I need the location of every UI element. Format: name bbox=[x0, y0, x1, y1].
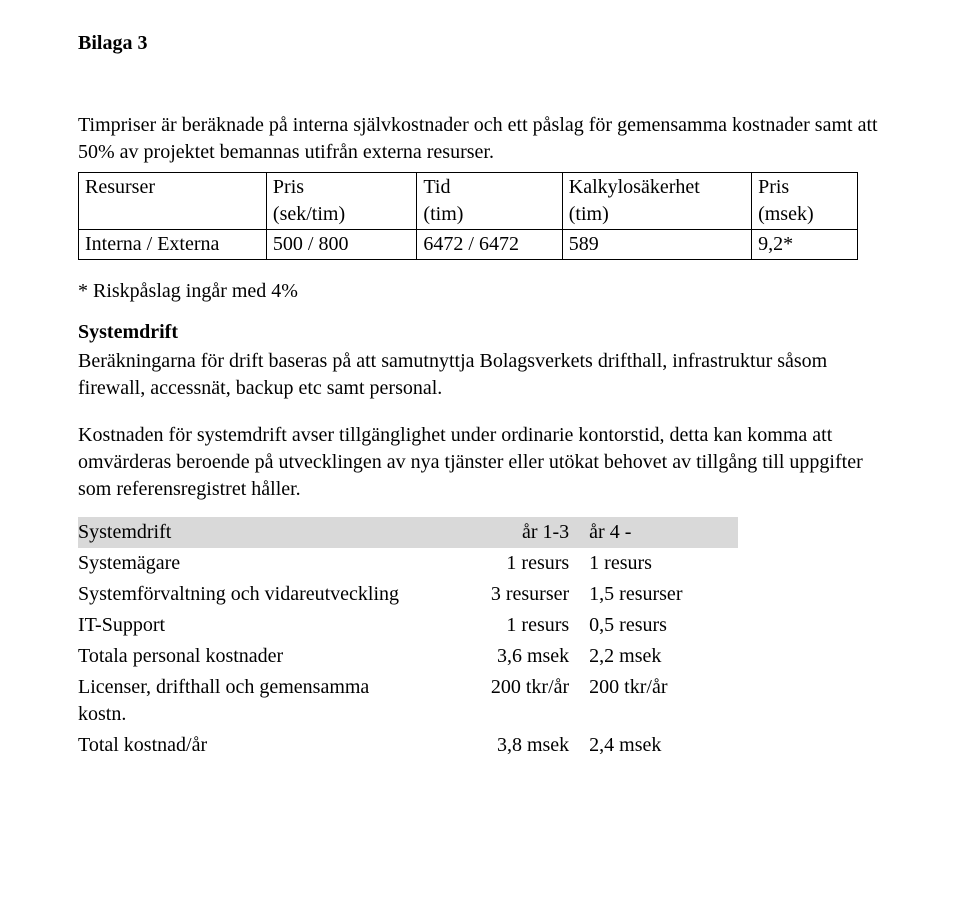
table-row: Systemägare 1 resurs 1 resurs bbox=[78, 548, 738, 579]
th-pris-sek: Pris(sek/tim) bbox=[266, 173, 417, 230]
td-label: Interna / Externa bbox=[79, 230, 267, 260]
table-row: Interna / Externa 500 / 800 6472 / 6472 … bbox=[79, 230, 858, 260]
row-y13: 3,8 msek bbox=[426, 730, 575, 761]
row-y4: 1 resurs bbox=[575, 548, 738, 579]
th-year4: år 4 - bbox=[575, 517, 738, 548]
footnote: * Riskpåslag ingår med 4% bbox=[78, 278, 882, 305]
row-label: Licenser, drifthall och gemensamma kostn… bbox=[78, 672, 426, 730]
table-header-row: Systemdrift år 1-3 år 4 - bbox=[78, 517, 738, 548]
td-prismsek: 9,2* bbox=[752, 230, 858, 260]
table-row: Systemförvaltning och vidareutveckling 3… bbox=[78, 579, 738, 610]
table-row: Totala personal kostnader 3,6 msek 2,2 m… bbox=[78, 641, 738, 672]
row-label: Systemägare bbox=[78, 548, 426, 579]
td-kalk: 589 bbox=[562, 230, 751, 260]
row-y13: 1 resurs bbox=[426, 610, 575, 641]
systemdrift-p1: Beräkningarna för drift baseras på att s… bbox=[78, 348, 882, 402]
pricing-table: Resurser Pris(sek/tim) Tid(tim) Kalkylos… bbox=[78, 172, 858, 260]
row-y13: 3,6 msek bbox=[426, 641, 575, 672]
row-y13: 3 resurser bbox=[426, 579, 575, 610]
th-year13: år 1-3 bbox=[426, 517, 575, 548]
row-y13: 200 tkr/år bbox=[426, 672, 575, 730]
th-tid: Tid(tim) bbox=[417, 173, 562, 230]
row-label: Systemförvaltning och vidareutveckling bbox=[78, 579, 426, 610]
row-y4: 0,5 resurs bbox=[575, 610, 738, 641]
doc-label: Bilaga 3 bbox=[78, 30, 882, 57]
th-resurser: Resurser bbox=[79, 173, 267, 230]
th-pris-msek: Pris(msek) bbox=[752, 173, 858, 230]
systemdrift-table: Systemdrift år 1-3 år 4 - Systemägare 1 … bbox=[78, 517, 738, 761]
td-pris: 500 / 800 bbox=[266, 230, 417, 260]
table-row: Total kostnad/år 3,8 msek 2,4 msek bbox=[78, 730, 738, 761]
intro-paragraph: Timpriser är beräknade på interna självk… bbox=[78, 112, 882, 166]
table-row: IT-Support 1 resurs 0,5 resurs bbox=[78, 610, 738, 641]
row-label: Totala personal kostnader bbox=[78, 641, 426, 672]
table-header-row: Resurser Pris(sek/tim) Tid(tim) Kalkylos… bbox=[79, 173, 858, 230]
row-y13: 1 resurs bbox=[426, 548, 575, 579]
table-row: Licenser, drifthall och gemensamma kostn… bbox=[78, 672, 738, 730]
row-y4: 1,5 resurser bbox=[575, 579, 738, 610]
row-label: Total kostnad/år bbox=[78, 730, 426, 761]
row-label: IT-Support bbox=[78, 610, 426, 641]
th-kalk: Kalkylosäkerhet(tim) bbox=[562, 173, 751, 230]
td-tid: 6472 / 6472 bbox=[417, 230, 562, 260]
row-y4: 2,4 msek bbox=[575, 730, 738, 761]
row-y4: 200 tkr/år bbox=[575, 672, 738, 730]
systemdrift-p2: Kostnaden för systemdrift avser tillgäng… bbox=[78, 422, 882, 503]
systemdrift-title: Systemdrift bbox=[78, 319, 882, 346]
row-y4: 2,2 msek bbox=[575, 641, 738, 672]
th-systemdrift: Systemdrift bbox=[78, 517, 426, 548]
document-page: Bilaga 3 Timpriser är beräknade på inter… bbox=[0, 0, 960, 801]
